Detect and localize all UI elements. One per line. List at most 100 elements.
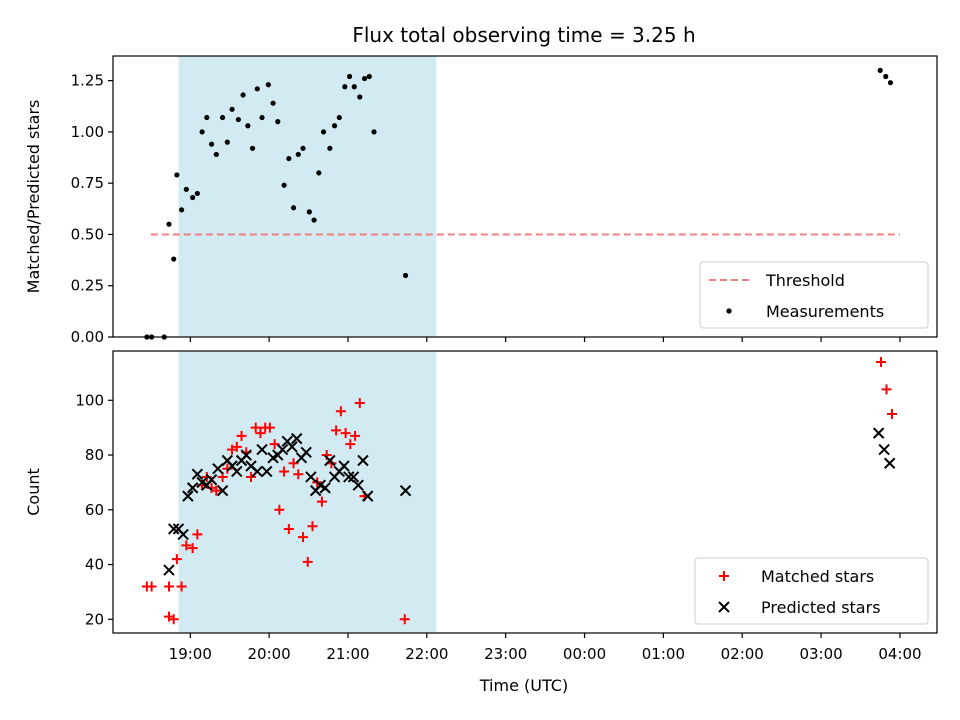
data-point xyxy=(293,469,304,480)
data-point xyxy=(229,106,235,112)
data-point xyxy=(402,272,409,279)
data-point xyxy=(270,100,276,106)
data-point xyxy=(211,485,222,496)
data-point xyxy=(182,490,194,502)
data-point xyxy=(231,465,243,478)
data-point xyxy=(324,454,336,467)
data-point xyxy=(316,170,322,176)
series-predicted-stars xyxy=(163,427,896,576)
data-point xyxy=(357,94,363,100)
data-point xyxy=(231,441,242,452)
data-point xyxy=(878,443,890,456)
legend-handle xyxy=(726,308,732,314)
bottom-panel: 20 40 60 80 100 Count Matched stars Predicted s… xyxy=(24,350,938,638)
data-point xyxy=(274,504,285,515)
y-tick-label: 60 xyxy=(85,501,104,519)
data-point xyxy=(345,439,356,450)
chart-title: Flux total observing time = 3.25 h xyxy=(352,23,695,47)
y-tick-label: 80 xyxy=(85,446,104,464)
data-point xyxy=(250,422,261,433)
data-point xyxy=(283,523,294,534)
data-point xyxy=(298,532,309,543)
data-point xyxy=(357,454,369,467)
data-point xyxy=(240,449,252,461)
y-tick-label: 0.25 xyxy=(71,277,104,295)
x-tick-label: 21:00 xyxy=(326,645,369,663)
data-point xyxy=(249,145,256,151)
data-point xyxy=(190,194,196,201)
legend-handle xyxy=(719,571,729,581)
data-point xyxy=(251,465,264,478)
x-tick-label: 22:00 xyxy=(405,645,448,663)
data-point xyxy=(352,479,364,491)
x-tick-label: 03:00 xyxy=(799,645,842,663)
data-point xyxy=(181,540,192,551)
legend-label: Measurements xyxy=(766,302,884,321)
x-axis-label: Time (UTC) xyxy=(479,676,568,695)
x-tick-label: 23:00 xyxy=(484,645,527,663)
data-point xyxy=(311,217,317,223)
data-point xyxy=(286,441,298,453)
legend-label: Threshold xyxy=(765,271,845,290)
data-point xyxy=(240,92,246,98)
data-point xyxy=(300,145,306,151)
y-tick-label: 100 xyxy=(75,391,104,409)
legend-label: Predicted stars xyxy=(761,598,881,617)
data-point xyxy=(245,471,256,482)
data-point xyxy=(286,155,292,162)
data-point xyxy=(245,123,251,129)
data-point xyxy=(327,145,333,151)
x-tick-label: 20:00 xyxy=(248,645,291,663)
data-point xyxy=(187,543,198,554)
data-point xyxy=(212,463,224,475)
data-point xyxy=(224,139,230,145)
data-point xyxy=(254,86,260,92)
y-axis-label: Count xyxy=(24,468,43,516)
data-point xyxy=(399,484,412,497)
data-point xyxy=(343,471,355,483)
data-point xyxy=(351,84,357,90)
data-point xyxy=(204,114,210,121)
data-point xyxy=(290,205,297,211)
legend-label: Matched stars xyxy=(761,567,874,586)
legend-box xyxy=(694,557,929,625)
data-point xyxy=(261,465,273,478)
data-point xyxy=(305,471,317,483)
data-point xyxy=(371,129,377,135)
x-tick-label: 00:00 xyxy=(563,645,606,663)
data-point xyxy=(235,116,241,123)
data-point xyxy=(288,458,299,469)
data-point xyxy=(279,466,290,477)
legend: Matched stars Predicted stars xyxy=(694,557,929,625)
data-point xyxy=(335,406,346,417)
data-point xyxy=(320,129,327,135)
data-point xyxy=(194,190,200,197)
data-point xyxy=(881,384,892,395)
x-tick-label: 02:00 xyxy=(721,645,764,663)
data-point xyxy=(306,209,312,215)
data-point xyxy=(163,564,175,576)
data-point xyxy=(216,484,229,497)
data-point xyxy=(346,73,353,80)
data-point xyxy=(186,482,199,494)
data-point xyxy=(877,67,883,73)
legend: Threshold Measurements xyxy=(699,261,929,329)
data-point xyxy=(265,82,271,88)
y-tick-label: 1.00 xyxy=(71,123,104,141)
data-point xyxy=(179,207,185,213)
data-point xyxy=(275,119,281,125)
data-point xyxy=(331,425,342,436)
x-tick-label: 19:00 xyxy=(169,645,212,663)
data-point xyxy=(883,73,889,80)
data-point xyxy=(171,554,182,565)
plot-frame xyxy=(112,55,938,338)
data-point xyxy=(350,430,361,441)
data-point xyxy=(213,151,219,158)
data-point xyxy=(168,614,179,625)
data-point xyxy=(347,471,360,483)
data-point xyxy=(331,123,338,129)
plot-frame xyxy=(112,350,938,634)
top-panel: 0.00 0.25 0.50 0.75 1.00 1.25 Matched/Predicte… xyxy=(24,55,938,346)
data-point xyxy=(276,443,289,456)
